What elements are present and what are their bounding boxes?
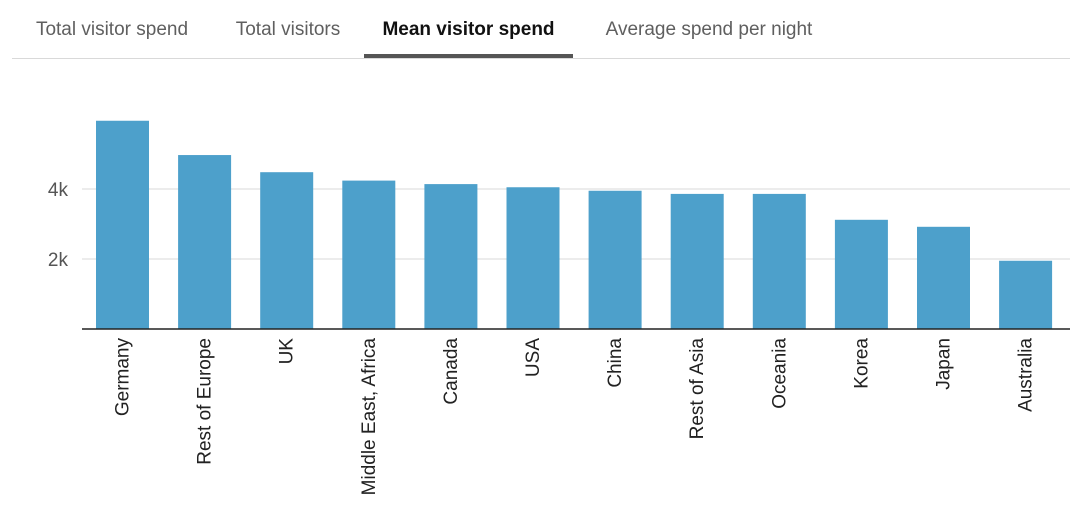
y-tick-label: 4k bbox=[48, 180, 69, 201]
tab-mean-visitor-spend[interactable]: Mean visitor spend bbox=[364, 0, 573, 58]
bar-middle-east-africa[interactable] bbox=[342, 180, 396, 329]
chart-area: 2k 4k Germany Rest of Europe UK Middle East, … bbox=[0, 60, 1080, 521]
category-label: Germany bbox=[113, 338, 134, 417]
category-label: China bbox=[605, 338, 626, 388]
bar-australia[interactable] bbox=[999, 260, 1053, 329]
bar-germany[interactable] bbox=[96, 120, 149, 329]
category-label: USA bbox=[523, 338, 544, 377]
bar-chart: 2k 4k Germany Rest of Europe UK Middle East, … bbox=[48, 120, 1070, 496]
bar-korea[interactable] bbox=[834, 219, 888, 329]
metric-tabs: Total visitor spend Total visitors Mean … bbox=[12, 0, 1070, 59]
bar-china[interactable] bbox=[588, 190, 642, 329]
category-label: Middle East, Africa bbox=[359, 338, 380, 496]
category-label: Rest of Asia bbox=[687, 338, 708, 440]
category-label: Oceania bbox=[769, 338, 790, 409]
tab-average-spend-per-night[interactable]: Average spend per night bbox=[605, 19, 813, 40]
bar-rest-of-asia[interactable] bbox=[670, 193, 724, 329]
bar-uk[interactable] bbox=[260, 172, 314, 329]
bar-japan[interactable] bbox=[917, 226, 970, 329]
tab-total-visitor-spend[interactable]: Total visitor spend bbox=[35, 19, 189, 40]
bar-canada[interactable] bbox=[424, 184, 478, 329]
category-label: UK bbox=[277, 338, 298, 365]
tab-total-visitors[interactable]: Total visitors bbox=[235, 19, 341, 40]
y-tick-label: 2k bbox=[48, 250, 69, 271]
bar-oceania[interactable] bbox=[752, 193, 806, 329]
category-label: Rest of Europe bbox=[195, 338, 216, 465]
bar-usa[interactable] bbox=[506, 187, 560, 329]
category-label: Australia bbox=[1016, 338, 1037, 412]
bar-rest-of-europe[interactable] bbox=[178, 155, 232, 329]
category-label: Canada bbox=[441, 338, 462, 405]
category-label: Korea bbox=[851, 338, 872, 389]
category-label: Japan bbox=[934, 338, 955, 390]
